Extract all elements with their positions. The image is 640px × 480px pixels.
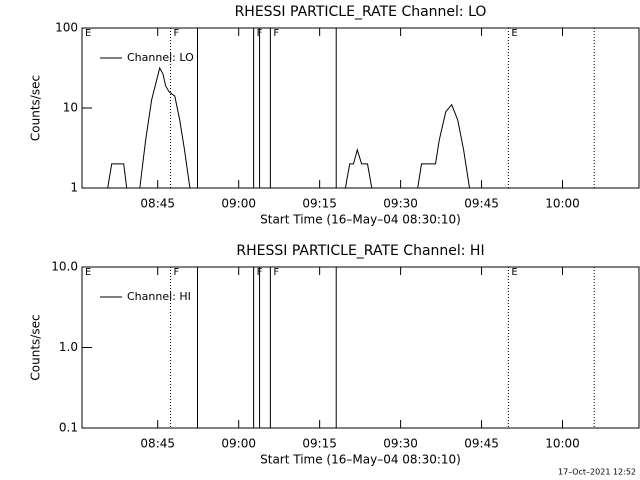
- y-tick-label: 1.0: [59, 340, 78, 354]
- y-tick-label: 10: [63, 101, 78, 115]
- y-axis-label: Counts/sec: [29, 75, 43, 141]
- y-tick-label: 100: [55, 21, 78, 35]
- x-tick-label: 08:45: [140, 437, 175, 451]
- event-label: F: [273, 28, 279, 39]
- chart-title: RHESSI PARTICLE_RATE Channel: LO: [235, 4, 487, 20]
- event-label: F: [174, 28, 180, 39]
- data-line: [107, 66, 470, 189]
- y-tick-label: 0.1: [59, 421, 78, 435]
- chart-title: RHESSI PARTICLE_RATE Channel: HI: [236, 243, 484, 259]
- x-tick-label: 09:15: [302, 197, 337, 211]
- x-axis-label: Start Time (16–May–04 08:30:10): [260, 453, 461, 467]
- event-label: F: [273, 267, 279, 278]
- x-tick-label: 09:00: [221, 197, 256, 211]
- y-tick-label: 1: [70, 181, 78, 195]
- y-axis-label: Counts/sec: [29, 314, 43, 380]
- x-tick-label: 10:00: [545, 197, 580, 211]
- event-label: E: [511, 28, 517, 39]
- legend-label: Channel: HI: [127, 290, 191, 303]
- event-label: E: [85, 28, 91, 39]
- x-tick-label: 10:00: [545, 437, 580, 451]
- y-tick-label: 10.0: [51, 260, 78, 274]
- x-tick-label: 09:15: [302, 437, 337, 451]
- event-label: F: [174, 267, 180, 278]
- x-tick-label: 08:45: [140, 197, 175, 211]
- x-tick-label: 09:30: [383, 197, 418, 211]
- footer: 17–Oct–2021 12:52: [558, 468, 636, 477]
- x-tick-label: 09:45: [464, 437, 499, 451]
- legend-label: Channel: LO: [127, 51, 194, 64]
- event-label: E: [85, 267, 91, 278]
- x-axis-label: Start Time (16–May–04 08:30:10): [260, 213, 461, 227]
- x-tick-label: 09:30: [383, 437, 418, 451]
- x-tick-label: 09:45: [464, 197, 499, 211]
- event-label: E: [511, 267, 517, 278]
- x-tick-label: 09:00: [221, 437, 256, 451]
